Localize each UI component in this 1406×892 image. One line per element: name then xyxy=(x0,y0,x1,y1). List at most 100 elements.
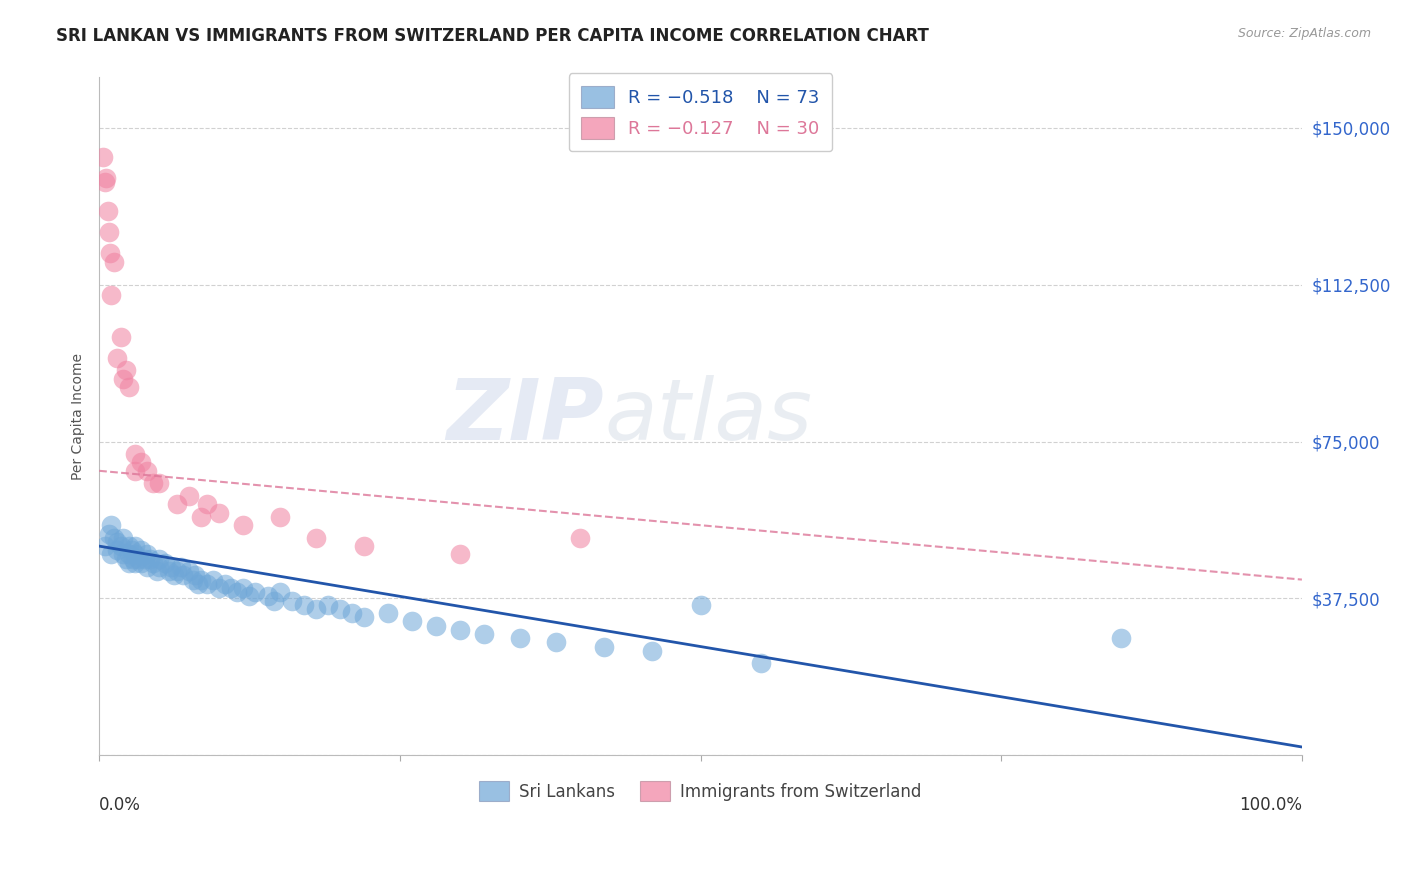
Text: SRI LANKAN VS IMMIGRANTS FROM SWITZERLAND PER CAPITA INCOME CORRELATION CHART: SRI LANKAN VS IMMIGRANTS FROM SWITZERLAN… xyxy=(56,27,929,45)
Point xyxy=(208,506,231,520)
Point xyxy=(94,175,117,189)
Point xyxy=(97,225,120,239)
Point xyxy=(136,464,159,478)
Point xyxy=(124,539,146,553)
Point xyxy=(170,560,193,574)
Text: 100.0%: 100.0% xyxy=(1239,796,1302,814)
Point xyxy=(245,585,267,599)
Point xyxy=(134,551,156,566)
Point xyxy=(569,531,592,545)
Point xyxy=(103,254,125,268)
Point xyxy=(121,551,143,566)
Point xyxy=(118,548,141,562)
Point xyxy=(304,602,326,616)
Point xyxy=(124,464,146,478)
Point xyxy=(114,551,136,566)
Point xyxy=(329,602,352,616)
Point xyxy=(129,543,152,558)
Point xyxy=(179,564,201,578)
Point xyxy=(208,581,231,595)
Text: atlas: atlas xyxy=(605,375,813,458)
Point xyxy=(226,585,249,599)
Point xyxy=(124,548,146,562)
Point xyxy=(187,576,209,591)
Point xyxy=(353,610,375,624)
Point xyxy=(100,288,122,302)
Y-axis label: Per Capita Income: Per Capita Income xyxy=(72,353,86,480)
Point xyxy=(1111,631,1133,645)
Point xyxy=(449,548,471,562)
Point xyxy=(546,635,568,649)
Point xyxy=(232,518,254,533)
Point xyxy=(263,593,285,607)
Point xyxy=(155,556,177,570)
Point xyxy=(181,573,204,587)
Point xyxy=(138,551,160,566)
Point xyxy=(112,372,135,386)
Point xyxy=(160,560,183,574)
Point xyxy=(96,204,118,219)
Point xyxy=(96,170,118,185)
Point xyxy=(97,526,120,541)
Point xyxy=(94,539,117,553)
Point xyxy=(105,351,128,365)
Point xyxy=(166,564,188,578)
Point xyxy=(256,590,278,604)
Point xyxy=(98,246,121,260)
Point xyxy=(269,585,291,599)
Point xyxy=(127,551,149,566)
Point xyxy=(124,556,146,570)
Point xyxy=(129,556,152,570)
Point xyxy=(190,573,212,587)
Point xyxy=(641,644,664,658)
Point xyxy=(221,581,243,595)
Point xyxy=(190,509,212,524)
Text: Source: ZipAtlas.com: Source: ZipAtlas.com xyxy=(1237,27,1371,40)
Point xyxy=(195,576,218,591)
Point xyxy=(118,539,141,553)
Point xyxy=(105,543,128,558)
Point xyxy=(129,455,152,469)
Point xyxy=(593,640,616,654)
Point xyxy=(472,627,495,641)
Point xyxy=(100,548,122,562)
Text: 0.0%: 0.0% xyxy=(100,796,141,814)
Point xyxy=(316,598,339,612)
Point xyxy=(292,598,315,612)
Point xyxy=(121,543,143,558)
Point xyxy=(136,548,159,562)
Point xyxy=(148,551,170,566)
Point xyxy=(91,150,114,164)
Point xyxy=(100,518,122,533)
Point xyxy=(118,380,141,394)
Point xyxy=(124,447,146,461)
Point xyxy=(112,548,135,562)
Point xyxy=(142,476,165,491)
Point xyxy=(163,568,186,582)
Point xyxy=(114,363,136,377)
Point xyxy=(142,556,165,570)
Point xyxy=(157,564,180,578)
Point xyxy=(172,568,194,582)
Point xyxy=(280,593,302,607)
Point xyxy=(105,535,128,549)
Point xyxy=(353,539,375,553)
Point xyxy=(377,606,399,620)
Point xyxy=(214,576,236,591)
Text: ZIP: ZIP xyxy=(447,375,605,458)
Point xyxy=(749,657,772,671)
Point xyxy=(340,606,363,620)
Point xyxy=(195,497,218,511)
Point xyxy=(179,489,201,503)
Point xyxy=(148,560,170,574)
Point xyxy=(146,564,169,578)
Point xyxy=(425,618,447,632)
Point xyxy=(184,568,207,582)
Point xyxy=(103,531,125,545)
Point xyxy=(110,539,132,553)
Point xyxy=(449,623,471,637)
Point xyxy=(136,560,159,574)
Point xyxy=(509,631,531,645)
Point xyxy=(269,509,291,524)
Point xyxy=(689,598,711,612)
